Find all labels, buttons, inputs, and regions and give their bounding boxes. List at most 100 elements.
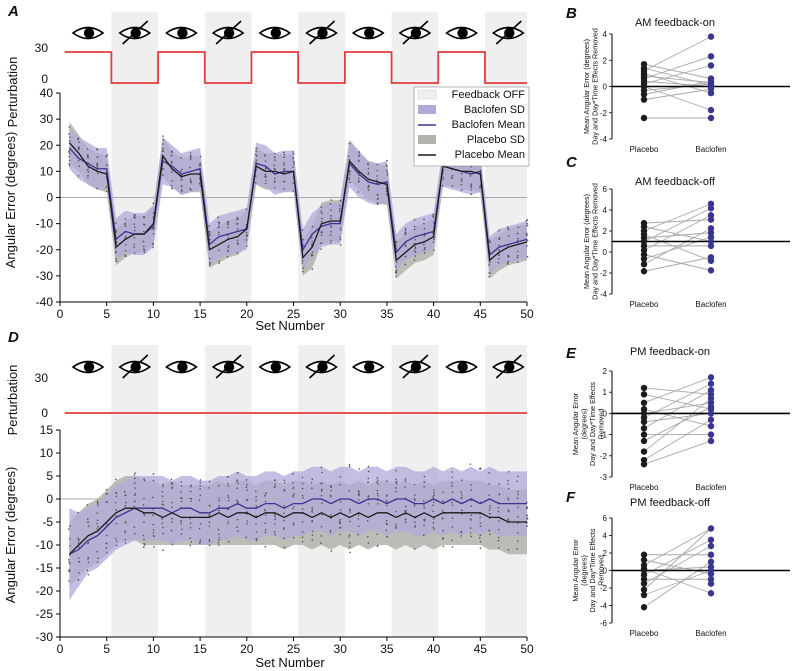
subject-data-point [460, 479, 463, 482]
subject-data-point [134, 500, 136, 502]
subject-data-point [96, 550, 98, 553]
subject-data-point [133, 236, 136, 239]
subject-data-point [86, 148, 89, 150]
subject-data-point [152, 523, 154, 526]
subject-data-point [143, 538, 145, 541]
subject-data-point [414, 521, 416, 523]
subject-data-point [246, 520, 249, 522]
y-axis-label-line: Mean Angular Error (degrees) [582, 39, 591, 134]
subject-data-point [97, 557, 99, 559]
subject-data-point [338, 208, 341, 210]
subject-data-point [367, 535, 369, 538]
subject-data-point [171, 517, 174, 520]
subject-data-point [161, 522, 164, 525]
panel-a: A Perturbation 30 0 40 30 20 10 0 -10 -20 -30 -4… [3, 3, 534, 333]
subject-data-point [161, 490, 164, 493]
subject-data-point [86, 569, 89, 572]
subject-data-point [134, 487, 136, 489]
x-tick-label: 30 [334, 307, 348, 321]
subject-data-point [414, 247, 417, 250]
placebo-point [640, 551, 648, 558]
subject-data-point [376, 175, 378, 177]
subject-data-point [386, 536, 388, 538]
subject-data-point [432, 496, 435, 498]
subject-data-point [292, 523, 295, 526]
placebo-point [640, 591, 648, 599]
subject-data-point [367, 171, 370, 174]
subject-data-point [526, 255, 529, 258]
subject-data-point [357, 514, 360, 516]
subject-data-point [171, 162, 173, 164]
placebo-point [640, 261, 648, 268]
subject-data-point [246, 489, 249, 492]
panel-c-ylabel: Mean Angular Error (degrees) Day and Day*… [582, 183, 600, 300]
y-tick-label: 0 [46, 492, 53, 506]
perturbation-tick-0-a: 0 [41, 72, 48, 86]
subject-data-point [517, 515, 519, 518]
subject-data-point [236, 227, 239, 230]
subject-data-point [339, 533, 341, 536]
subject-data-point [506, 226, 509, 228]
placebo-point [640, 576, 648, 583]
eye-open-icon [165, 26, 198, 40]
subject-pair-line [643, 67, 712, 86]
subject-data-point [96, 187, 98, 190]
subject-data-point [162, 532, 165, 535]
baclofen-point [707, 267, 715, 274]
subject-data-point [348, 176, 351, 179]
subject-data-point [162, 526, 164, 529]
subject-data-point [339, 227, 342, 229]
subject-pair-line [643, 389, 712, 429]
subject-data-point [227, 246, 230, 249]
placebo-mean-line [68, 142, 528, 262]
subject-data-point [469, 463, 472, 465]
subject-data-point [236, 518, 239, 521]
subject-data-point [237, 501, 239, 504]
subject-data-point [498, 249, 500, 252]
subject-data-point [236, 252, 239, 254]
y-tick-label: 0 [603, 567, 608, 576]
subject-data-point [479, 522, 482, 524]
subject-data-point [395, 478, 397, 481]
subject-data-point [264, 529, 267, 531]
subject-data-point [451, 546, 454, 548]
subject-data-point [489, 533, 491, 536]
x-tick-label: 5 [103, 642, 110, 656]
subject-data-point [68, 528, 70, 530]
subject-data-point [508, 510, 510, 513]
subject-data-point [255, 515, 257, 517]
subject-data-point [293, 163, 295, 165]
subject-data-point [451, 471, 453, 473]
subject-data-point [377, 197, 379, 200]
subject-data-point [507, 497, 510, 499]
subject-data-point [498, 520, 500, 522]
y-tick-label: 20 [40, 138, 54, 152]
subject-data-point [517, 237, 519, 240]
subject-data-point [405, 509, 407, 512]
subject-data-point [329, 531, 332, 534]
subject-data-point [507, 228, 510, 231]
subject-data-point [489, 261, 491, 264]
subject-data-point [264, 154, 266, 156]
subject-data-point [69, 562, 71, 565]
subject-data-point [124, 254, 126, 256]
subject-data-point [386, 172, 389, 174]
y-tick-label: -4 [600, 135, 608, 144]
subject-data-point [451, 491, 454, 494]
subject-data-point [311, 519, 314, 522]
x-tick-label: 5 [103, 307, 110, 321]
perturbation-axis-label-d: Perturbation [5, 365, 20, 436]
subject-data-point [283, 519, 285, 522]
subject-data-point [227, 221, 229, 223]
subject-data-point [526, 222, 528, 225]
subject-data-point [386, 494, 388, 496]
subject-data-point [348, 178, 350, 181]
subject-data-point [339, 518, 342, 521]
subject-data-point [498, 257, 500, 260]
subject-data-point [517, 226, 520, 228]
subject-data-point [320, 248, 322, 250]
subject-data-point [404, 244, 407, 246]
y-axis-title-a: Angular Error (degrees) [3, 132, 18, 269]
subject-data-point [460, 183, 463, 186]
y-tick-label: -5 [42, 515, 53, 529]
